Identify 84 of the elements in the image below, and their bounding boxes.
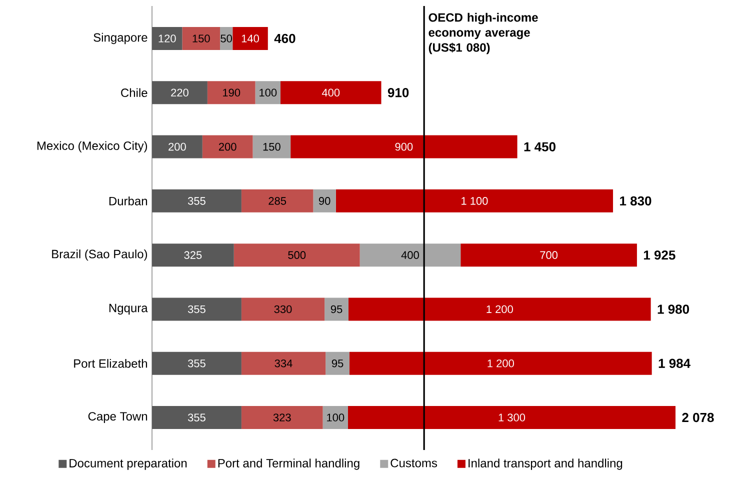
legend-label: Document preparation bbox=[70, 458, 187, 470]
data-label: 334 bbox=[274, 359, 292, 368]
data-label: 150 bbox=[263, 142, 280, 151]
bar bbox=[152, 135, 202, 158]
bar bbox=[322, 406, 348, 430]
data-label: 90 bbox=[318, 197, 330, 205]
data-label: 1 300 bbox=[498, 414, 526, 422]
bar bbox=[313, 189, 336, 212]
bar bbox=[202, 135, 253, 158]
bar bbox=[232, 26, 268, 50]
data-label: 285 bbox=[268, 197, 286, 205]
bar bbox=[207, 81, 256, 104]
total-label: 1 980 bbox=[658, 304, 690, 314]
data-label: 325 bbox=[184, 251, 202, 259]
total-label: 910 bbox=[388, 88, 409, 98]
bar bbox=[241, 406, 323, 430]
data-label: 500 bbox=[288, 251, 306, 259]
bar bbox=[241, 352, 326, 375]
bar bbox=[152, 406, 242, 430]
data-label: 400 bbox=[322, 88, 340, 97]
data-label: 330 bbox=[274, 305, 292, 314]
bar bbox=[460, 244, 637, 267]
data-label: 700 bbox=[540, 251, 558, 259]
bar bbox=[348, 298, 651, 321]
data-label: 1 100 bbox=[462, 197, 488, 205]
total-label: 460 bbox=[274, 34, 296, 44]
data-label: 355 bbox=[188, 305, 206, 314]
bar bbox=[280, 81, 382, 104]
data-label: 400 bbox=[401, 251, 419, 259]
data-label: 100 bbox=[327, 414, 344, 422]
data-label: 355 bbox=[188, 414, 206, 422]
bar bbox=[152, 81, 208, 104]
bar bbox=[348, 406, 676, 430]
legend-label: Inland transport and handling bbox=[468, 458, 622, 470]
y-tick-label: Ngqura bbox=[109, 304, 148, 315]
y-tick-label: Brazil (Sao Paulo) bbox=[52, 249, 148, 261]
bar bbox=[152, 244, 234, 267]
bar bbox=[152, 352, 242, 375]
data-label: 355 bbox=[188, 359, 206, 368]
bar bbox=[152, 298, 242, 321]
data-label: 50 bbox=[220, 34, 232, 42]
bar bbox=[326, 352, 350, 375]
bar bbox=[360, 244, 461, 267]
bar bbox=[241, 298, 325, 321]
bar bbox=[336, 189, 614, 212]
y-tick-label: Port Elizabeth bbox=[74, 358, 148, 368]
y-tick-label: Durban bbox=[109, 196, 148, 206]
data-label: 323 bbox=[273, 414, 291, 422]
legend-label: Port and Terminal handling bbox=[218, 458, 360, 470]
data-label: 200 bbox=[218, 142, 236, 151]
data-label: 1 200 bbox=[488, 359, 514, 368]
bar bbox=[152, 189, 242, 212]
data-label: 100 bbox=[260, 88, 277, 97]
data-label: 190 bbox=[223, 88, 240, 97]
ref-line-label: OECD high-income economy average (US$1 080) bbox=[428, 12, 538, 54]
y-tick-label: Singapore bbox=[94, 32, 148, 44]
data-label: 140 bbox=[242, 34, 259, 42]
data-label: 150 bbox=[192, 34, 210, 42]
bar bbox=[252, 135, 291, 158]
bar bbox=[255, 81, 280, 104]
y-tick-label: Cape Town bbox=[88, 412, 148, 423]
bar bbox=[324, 298, 349, 321]
bar bbox=[234, 244, 360, 267]
data-label: 95 bbox=[330, 305, 342, 314]
data-label: 200 bbox=[168, 142, 186, 151]
bar bbox=[350, 352, 652, 375]
data-label: 355 bbox=[188, 197, 206, 205]
bar bbox=[241, 189, 314, 212]
bar bbox=[290, 135, 518, 158]
data-label: 900 bbox=[395, 142, 413, 151]
y-tick-label: Chile bbox=[121, 88, 148, 98]
total-label: 1 450 bbox=[524, 142, 556, 152]
y-tick-label: Mexico (Mexico City) bbox=[37, 141, 148, 152]
bar bbox=[152, 26, 182, 50]
total-label: 1 830 bbox=[620, 196, 652, 206]
total-label: 1 925 bbox=[644, 250, 676, 260]
data-label: 120 bbox=[158, 34, 176, 42]
data-label: 1 200 bbox=[486, 305, 513, 314]
legend-label: Customs bbox=[390, 458, 438, 468]
bar bbox=[182, 26, 220, 50]
total-label: 1 984 bbox=[658, 358, 690, 368]
data-label: 220 bbox=[171, 88, 188, 97]
total-label: 2 078 bbox=[682, 412, 714, 422]
data-label: 95 bbox=[332, 359, 344, 368]
